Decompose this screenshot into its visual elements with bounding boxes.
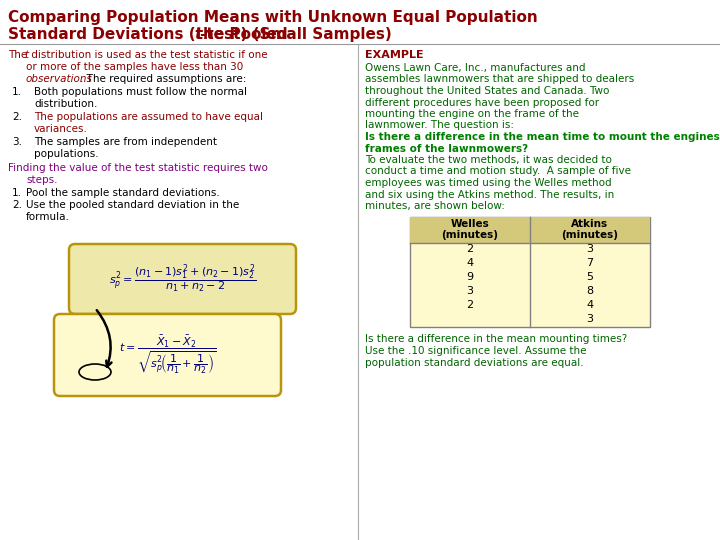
Text: 4: 4 (467, 259, 474, 268)
Text: employees was timed using the Welles method: employees was timed using the Welles met… (365, 178, 611, 188)
Text: mounting the engine on the frame of the: mounting the engine on the frame of the (365, 109, 579, 119)
Text: $t = \dfrac{\bar{X}_1 - \bar{X}_2}{\sqrt{s_p^2\!\left(\dfrac{1}{n_1}+\dfrac{1}{n: $t = \dfrac{\bar{X}_1 - \bar{X}_2}{\sqrt… (119, 334, 216, 376)
FancyBboxPatch shape (69, 244, 296, 314)
Text: 2.: 2. (12, 112, 22, 122)
Text: The samples are from independent: The samples are from independent (34, 137, 217, 147)
Text: 4: 4 (586, 300, 593, 310)
Text: steps.: steps. (26, 175, 58, 185)
Text: Comparing Population Means with Unknown Equal Population: Comparing Population Means with Unknown … (8, 10, 538, 25)
Text: 7: 7 (586, 259, 593, 268)
Text: Both populations must follow the normal: Both populations must follow the normal (34, 87, 247, 97)
Text: t: t (24, 50, 28, 60)
Text: Use the .10 significance level. Assume the: Use the .10 significance level. Assume t… (365, 346, 587, 356)
Text: variances.: variances. (34, 124, 88, 134)
Text: assembles lawnmowers that are shipped to dealers: assembles lawnmowers that are shipped to… (365, 75, 634, 84)
Text: Standard Deviations (the Pooled: Standard Deviations (the Pooled (8, 27, 293, 42)
Text: Atkins
(minutes): Atkins (minutes) (562, 219, 618, 240)
Text: conduct a time and motion study.  A sample of five: conduct a time and motion study. A sampl… (365, 166, 631, 177)
Text: 8: 8 (586, 287, 593, 296)
Text: lawnmower. The question is:: lawnmower. The question is: (365, 120, 517, 131)
Text: populations.: populations. (34, 149, 99, 159)
Text: 3: 3 (587, 245, 593, 254)
Text: formula.: formula. (26, 212, 70, 222)
Text: or more of the samples have less than 30: or more of the samples have less than 30 (26, 62, 243, 72)
Text: EXAMPLE: EXAMPLE (365, 50, 423, 60)
Bar (410, 217, 650, 327)
Text: 3.: 3. (12, 137, 22, 147)
Text: throughout the United States and Canada. Two: throughout the United States and Canada.… (365, 86, 609, 96)
Text: minutes, are shown below:: minutes, are shown below: (365, 201, 505, 211)
Text: 2.: 2. (12, 200, 22, 210)
Bar (410, 217, 650, 242)
Text: The populations are assumed to have equal: The populations are assumed to have equa… (34, 112, 263, 122)
Text: . The required assumptions are:: . The required assumptions are: (80, 74, 246, 84)
Text: Welles
(minutes): Welles (minutes) (441, 219, 498, 240)
Text: Use the pooled standard deviation in the: Use the pooled standard deviation in the (26, 200, 239, 210)
Text: 2: 2 (467, 245, 474, 254)
Text: observations: observations (26, 74, 93, 84)
Text: population standard deviations are equal.: population standard deviations are equal… (365, 357, 584, 368)
Text: and six using the Atkins method. The results, in: and six using the Atkins method. The res… (365, 190, 614, 199)
Text: Finding the value of the test statistic requires two: Finding the value of the test statistic … (8, 163, 268, 173)
Text: Owens Lawn Care, Inc., manufactures and: Owens Lawn Care, Inc., manufactures and (365, 63, 585, 73)
Text: 1.: 1. (12, 87, 22, 97)
Text: Is there a difference in the mean mounting times?: Is there a difference in the mean mounti… (365, 334, 627, 345)
Text: 1.: 1. (12, 188, 22, 198)
Text: t: t (194, 27, 202, 42)
Text: distribution is used as the test statistic if one: distribution is used as the test statist… (28, 50, 268, 60)
Text: frames of the lawnmowers?: frames of the lawnmowers? (365, 144, 528, 153)
FancyBboxPatch shape (54, 314, 281, 396)
Text: 3: 3 (467, 287, 474, 296)
Text: Is there a difference in the mean time to mount the engines on the: Is there a difference in the mean time t… (365, 132, 720, 142)
Text: -test) (Small Samples): -test) (Small Samples) (200, 27, 392, 42)
Text: $s_p^2 = \dfrac{(n_1-1)s_1^2+(n_2-1)s_2^2}{n_1+n_2-2}$: $s_p^2 = \dfrac{(n_1-1)s_1^2+(n_2-1)s_2^… (109, 262, 256, 295)
Text: different procedures have been proposed for: different procedures have been proposed … (365, 98, 599, 107)
Text: 5: 5 (587, 273, 593, 282)
Text: 3: 3 (587, 314, 593, 325)
Text: 2: 2 (467, 300, 474, 310)
Text: 9: 9 (467, 273, 474, 282)
Text: The: The (8, 50, 30, 60)
Text: To evaluate the two methods, it was decided to: To evaluate the two methods, it was deci… (365, 155, 612, 165)
Text: distribution.: distribution. (34, 99, 97, 109)
Text: Pool the sample standard deviations.: Pool the sample standard deviations. (26, 188, 220, 198)
